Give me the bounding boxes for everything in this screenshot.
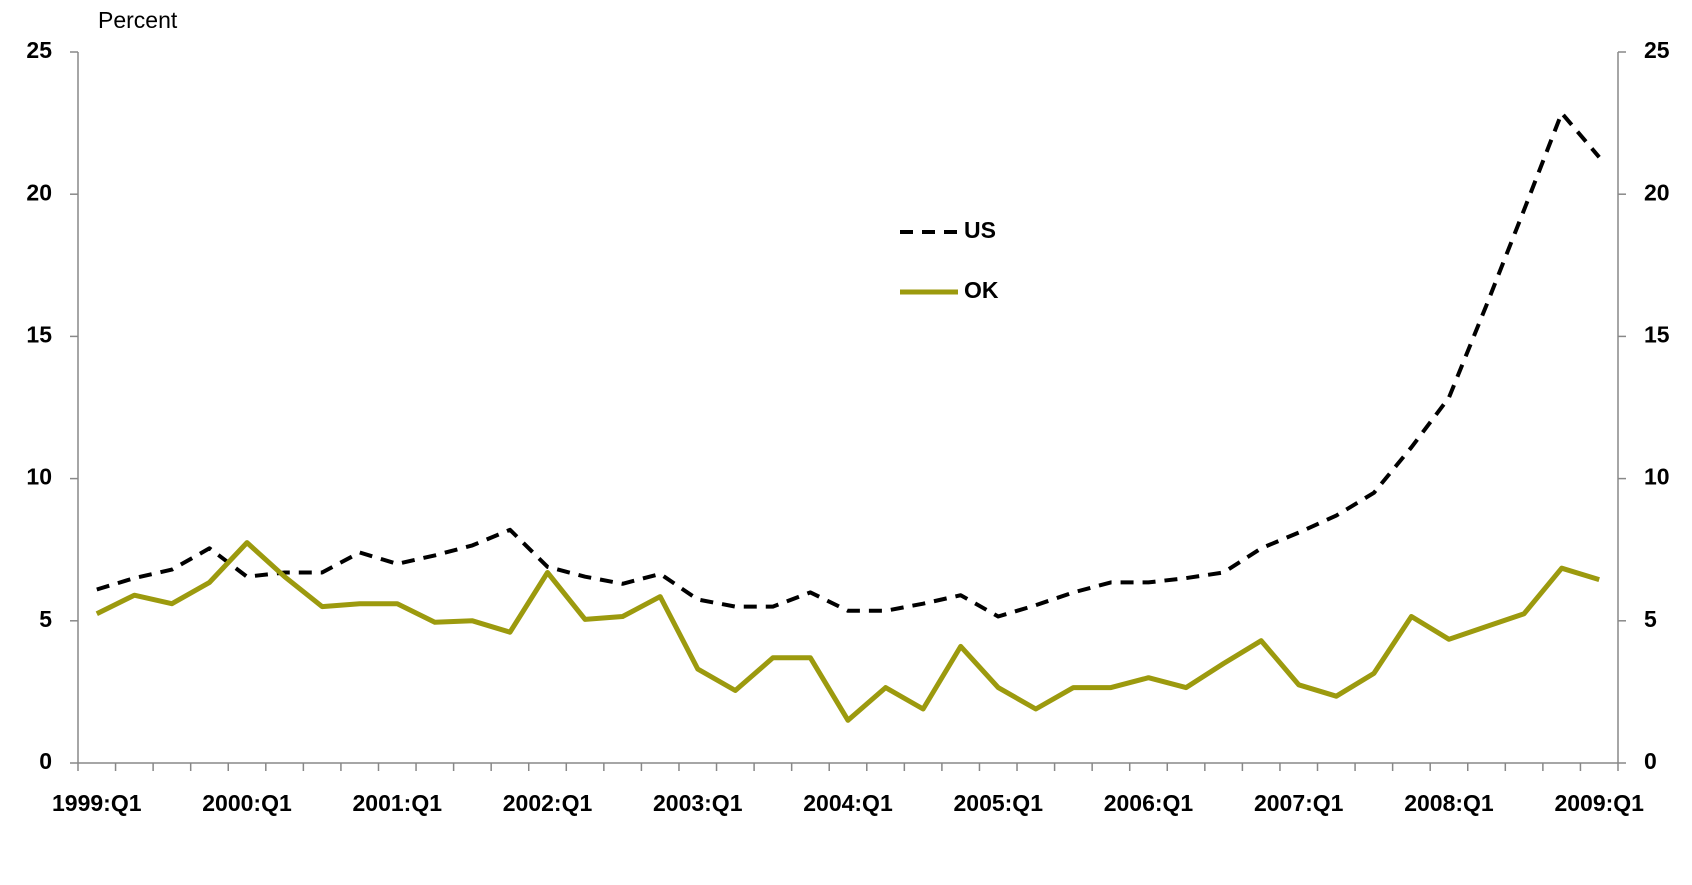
x-tick-label: 2002:Q1 — [503, 790, 593, 816]
y2-tick-label: 15 — [1644, 321, 1670, 347]
y-tick-label: 0 — [39, 748, 52, 774]
x-tick-label: 2006:Q1 — [1104, 790, 1194, 816]
x-tick-label: 2007:Q1 — [1254, 790, 1344, 816]
y-axis-label: Percent — [98, 7, 178, 33]
y2-tick-label: 10 — [1644, 464, 1670, 490]
legend-label: US — [964, 217, 996, 243]
x-tick-label: 1999:Q1 — [52, 790, 142, 816]
x-tick-label: 2000:Q1 — [202, 790, 292, 816]
y-tick-label: 20 — [26, 179, 52, 205]
y-tick-label: 25 — [26, 37, 52, 63]
y2-tick-label: 20 — [1644, 179, 1670, 205]
x-tick-label: 2009:Q1 — [1554, 790, 1644, 816]
x-tick-label: 2004:Q1 — [803, 790, 893, 816]
x-tick-label: 2001:Q1 — [353, 790, 443, 816]
y2-tick-label: 5 — [1644, 606, 1657, 632]
line-series — [96, 111, 1601, 619]
y2-tick-label: 25 — [1644, 37, 1670, 63]
x-tick-label: 2003:Q1 — [653, 790, 743, 816]
x-tick-label: 2005:Q1 — [953, 790, 1043, 816]
line-series — [95, 540, 1600, 723]
legend-label: OK — [964, 277, 999, 303]
x-tick-label: 2008:Q1 — [1404, 790, 1494, 816]
y2-tick-label: 0 — [1644, 748, 1657, 774]
y-tick-label: 10 — [26, 464, 52, 490]
y-tick-label: 5 — [39, 606, 52, 632]
y-tick-label: 15 — [26, 321, 52, 347]
